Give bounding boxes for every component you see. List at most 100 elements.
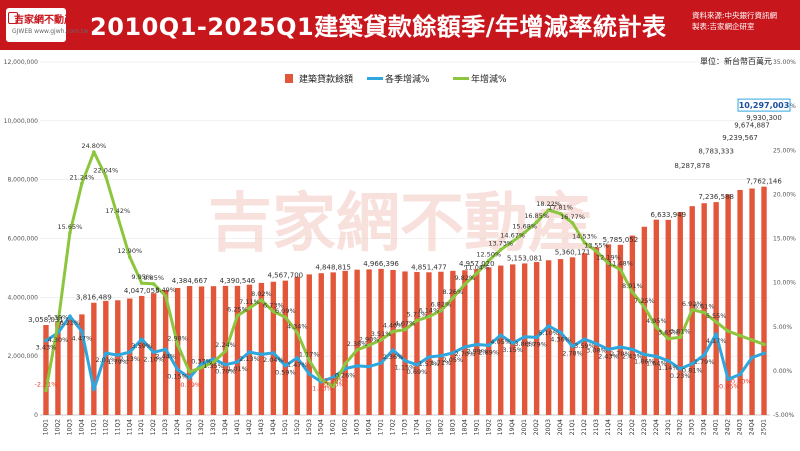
qoq-point [463, 345, 467, 349]
bar [486, 267, 492, 415]
x-tick-label: 15Q1 [282, 419, 289, 435]
bar [354, 269, 360, 415]
bar [450, 270, 456, 415]
yoy-point [104, 174, 108, 179]
yoy-label: 0.37% [191, 358, 212, 366]
yoy-point [654, 325, 659, 329]
qoq-point [678, 367, 683, 371]
x-tick-label: 19Q2 [485, 419, 492, 435]
source-line-1: 資料來源:中央銀行資訊網 [692, 11, 778, 20]
legend-label: 年增減% [471, 73, 507, 85]
qoq-point [475, 342, 479, 347]
left-tick-label: 12,000,000 [4, 59, 39, 66]
qoq-label: 4.05% [490, 338, 511, 346]
yoy-label: 5.71% [407, 310, 428, 318]
bar [414, 272, 420, 415]
balance-label: 4,966,396 [363, 260, 399, 268]
right-tick-label: 0.00% [773, 368, 792, 375]
bar [115, 300, 121, 415]
balance-label: 9,239,567 [722, 134, 758, 142]
x-tick-label: 18Q4 [461, 419, 468, 435]
yoy-label: 11.48% [608, 260, 633, 268]
yoy-label: 2.98% [167, 335, 188, 343]
qoq-label: 0.15% [167, 373, 188, 381]
yoy-label: 8.02% [251, 290, 272, 298]
qoq-label: 0.59% [275, 369, 296, 377]
qoq-label: 1.14% [658, 364, 679, 372]
bar [581, 253, 588, 415]
yoy-label: 9.95% [131, 273, 152, 281]
x-tick-label: 11Q2 [102, 419, 109, 435]
qoq-point [104, 351, 108, 355]
yoy-label: 14.53% [572, 233, 597, 241]
qoq-label: 3.59% [131, 342, 152, 350]
yoy-point [630, 290, 635, 295]
bar [162, 289, 169, 415]
x-tick-label: 24Q1 [713, 419, 720, 435]
bar [174, 287, 181, 415]
qoq-label: 2.44% [155, 352, 176, 360]
x-tick-label: 23Q2 [677, 419, 684, 435]
yoy-point [678, 335, 683, 340]
qoq-label: 3.08% [586, 347, 607, 355]
qoq-label: 2.99% [466, 347, 487, 355]
bar [725, 194, 731, 415]
bar [318, 273, 324, 415]
qoq-label: 2.78% [562, 349, 583, 357]
x-tick-label: 21Q3 [593, 419, 600, 435]
bar [593, 247, 600, 415]
qoq-point [307, 372, 312, 376]
yoy-point [618, 267, 623, 272]
qoq-point [163, 347, 168, 352]
right-tick-label: 5.00% [773, 324, 792, 331]
logo-subtext: GJWEB www.gjwh.com.tw [12, 28, 89, 35]
bar [127, 298, 133, 415]
yoy-label: -1.76% [322, 376, 345, 384]
bar [629, 235, 636, 415]
qoq-point [68, 314, 72, 318]
yoy-point [331, 384, 335, 389]
qoq-point [247, 350, 252, 354]
legend-swatch [285, 74, 293, 83]
qoq-point [403, 358, 407, 363]
bar [390, 269, 396, 415]
left-tick-label: 10,000,000 [4, 118, 39, 125]
yoy-point [714, 320, 718, 324]
bar [545, 260, 552, 415]
balance-label: 6,633,949 [650, 211, 686, 219]
qoq-label: 4.47% [72, 334, 93, 342]
yoy-point [570, 221, 575, 225]
yoy-label: 14.67% [500, 231, 525, 239]
x-tick-label: 17Q2 [390, 419, 397, 435]
right-tick-label: 25.00% [773, 147, 796, 154]
qoq-label: 1.79% [107, 358, 128, 366]
yoy-point [546, 208, 551, 212]
yoy-point [211, 360, 216, 364]
yoy-label: 16.77% [560, 213, 585, 221]
x-tick-label: 17Q4 [413, 419, 420, 435]
qoq-label: 2.13% [119, 355, 140, 363]
qoq-label: 1.71% [431, 359, 452, 367]
yoy-point [534, 220, 539, 224]
yoy-point [235, 313, 240, 318]
bar [761, 186, 767, 415]
qoq-point [139, 337, 144, 341]
qoq-point [750, 355, 754, 360]
bar [55, 321, 61, 415]
yoy-point [558, 211, 563, 216]
qoq-label: 0.70% [215, 368, 236, 376]
qoq-label: 1.64% [646, 359, 667, 367]
yoy-label: 4.95% [646, 317, 667, 325]
balance-label: 7,236,588 [698, 193, 734, 201]
latest-balance-label: 10,297,003 [739, 101, 790, 110]
yoy-label: 6.25% [227, 306, 248, 314]
qoq-label: 0.26% [335, 372, 356, 380]
bar [186, 286, 193, 415]
qoq-label: 2.01% [95, 356, 116, 364]
right-tick-label: 20.00% [773, 191, 796, 198]
yoy-point [451, 296, 455, 300]
balance-label: 8,287,878 [674, 162, 710, 170]
source-note: 資料來源:中央銀行資訊網 製表:吉家網企研室 [692, 10, 777, 32]
yoy-label: 6.09% [275, 307, 296, 315]
qoq-point [391, 348, 395, 352]
